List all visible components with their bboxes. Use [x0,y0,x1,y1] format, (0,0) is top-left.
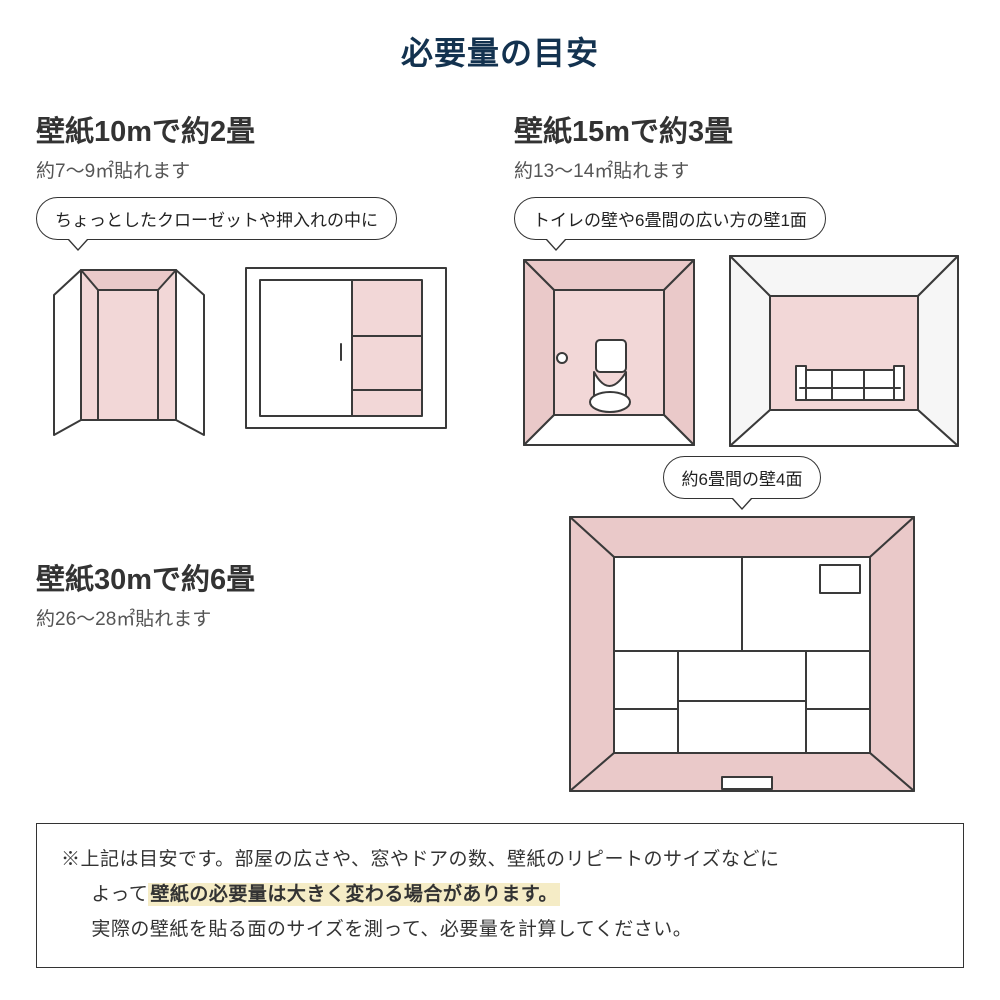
page: 必要量の目安 壁紙10mで約2畳 約7～9㎡貼れます ちょっとしたクローゼットや… [0,0,1000,968]
illus-row-10m [36,250,474,440]
closet-open-icon [36,250,216,440]
illus-row-15m [514,250,964,450]
bubble-wrap-30m: 約6畳間の壁4面 [663,456,822,499]
note-line3-text: 実際の壁紙を貼る面のサイズを測って、必要量を計算してください。 [91,919,692,940]
heading-30m: 壁紙30mで約6畳 [36,556,480,598]
section-10m: 壁紙10mで約2畳 約7～9㎡貼れます ちょっとしたクローゼットや押入れの中に [36,108,474,450]
closet-sliding-icon [236,250,456,440]
note-line-3: 実際の壁紙を貼る面のサイズを測って、必要量を計算してください。 [61,912,939,947]
bubble-30m: 約6畳間の壁4面 [663,456,822,499]
row-bottom: 壁紙30mで約6畳 約26～28㎡貼れます 約6畳間の壁4面 [36,456,964,799]
note-line1-text: ※上記は目安です。部屋の広さや、窓やドアの数、壁紙のリピートのサイズなどに [61,849,779,870]
bubble-10m: ちょっとしたクローゼットや押入れの中に [36,197,397,240]
note-line-2: よって壁紙の必要量は大きく変わる場合があります。 [61,877,939,912]
sub-10m: 約7～9㎡貼れます [36,156,474,183]
room-6jo-icon [562,509,922,799]
row-top: 壁紙10mで約2畳 約7～9㎡貼れます ちょっとしたクローゼットや押入れの中に [36,108,964,450]
section-30m: 壁紙30mで約6畳 約26～28㎡貼れます [36,456,480,645]
note-line-1: ※上記は目安です。部屋の広さや、窓やドアの数、壁紙のリピートのサイズなどに [61,842,939,877]
note-box: ※上記は目安です。部屋の広さや、窓やドアの数、壁紙のリピートのサイズなどに よっ… [36,823,964,968]
section-30m-illus: 約6畳間の壁4面 [520,456,964,799]
section-15m: 壁紙15mで約3畳 約13～14㎡貼れます トイレの壁や6畳間の広い方の壁1面 [514,108,964,450]
sub-15m: 約13～14㎡貼れます [514,156,964,183]
bubble-wrap-15m: トイレの壁や6畳間の広い方の壁1面 [514,197,964,240]
main-title: 必要量の目安 [36,28,964,74]
toilet-room-icon [514,250,704,450]
sub-30m: 約26～28㎡貼れます [36,604,480,631]
bubble-15m: トイレの壁や6畳間の広い方の壁1面 [514,197,826,240]
note-line2-pre: よって [91,884,148,905]
heading-15m: 壁紙15mで約3畳 [514,108,964,150]
bubble-wrap-10m: ちょっとしたクローゼットや押入れの中に [36,197,474,240]
living-wall-icon [724,250,964,450]
heading-10m: 壁紙10mで約2畳 [36,108,474,150]
note-highlight: 壁紙の必要量は大きく変わる場合があります。 [148,883,560,906]
